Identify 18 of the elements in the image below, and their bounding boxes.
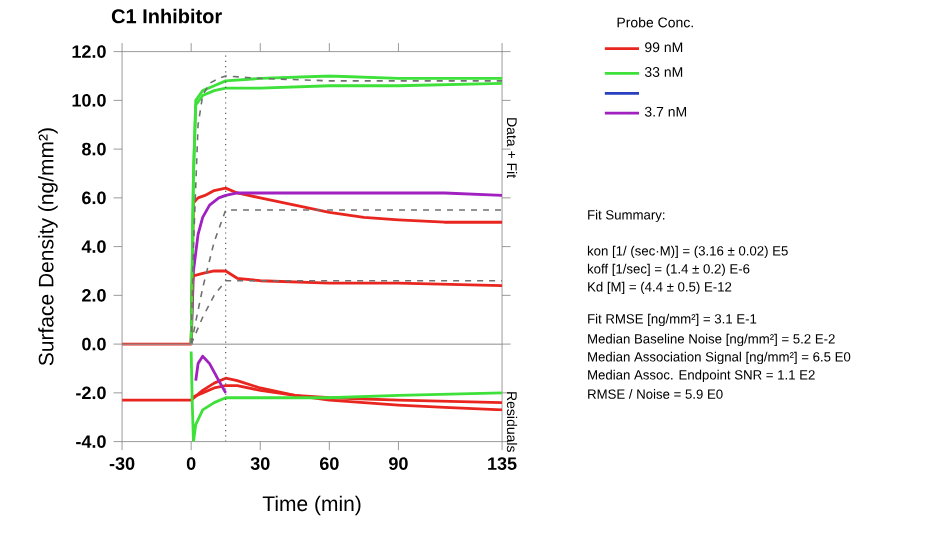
chart-title: C1 Inhibitor bbox=[111, 8, 222, 24]
x-tick-label: 135 bbox=[488, 457, 517, 470]
y-tick-label: 0.0 bbox=[82, 337, 106, 351]
x-axis-title: Time (min) bbox=[262, 495, 361, 516]
y-axis-title: Surface Density (ng/mm²) bbox=[38, 128, 58, 366]
y-tick-label: -2.0 bbox=[76, 386, 106, 400]
y-tick-label: 12.0 bbox=[72, 45, 106, 58]
y-tick-label: 6.0 bbox=[82, 191, 106, 205]
x-tick-label: 30 bbox=[250, 457, 270, 470]
x-tick-label: -30 bbox=[109, 457, 135, 470]
y-tick-label: 4.0 bbox=[81, 240, 106, 253]
y-tick-label: 2.0 bbox=[82, 288, 106, 302]
y-tick-label: 8.0 bbox=[82, 142, 106, 156]
y-tick-label: 10.0 bbox=[72, 93, 106, 107]
y-tick-label: -4.0 bbox=[76, 435, 106, 448]
x-tick-label: 0 bbox=[186, 457, 196, 470]
x-tick-label: 60 bbox=[319, 457, 339, 470]
x-tick-label: 90 bbox=[389, 457, 408, 470]
